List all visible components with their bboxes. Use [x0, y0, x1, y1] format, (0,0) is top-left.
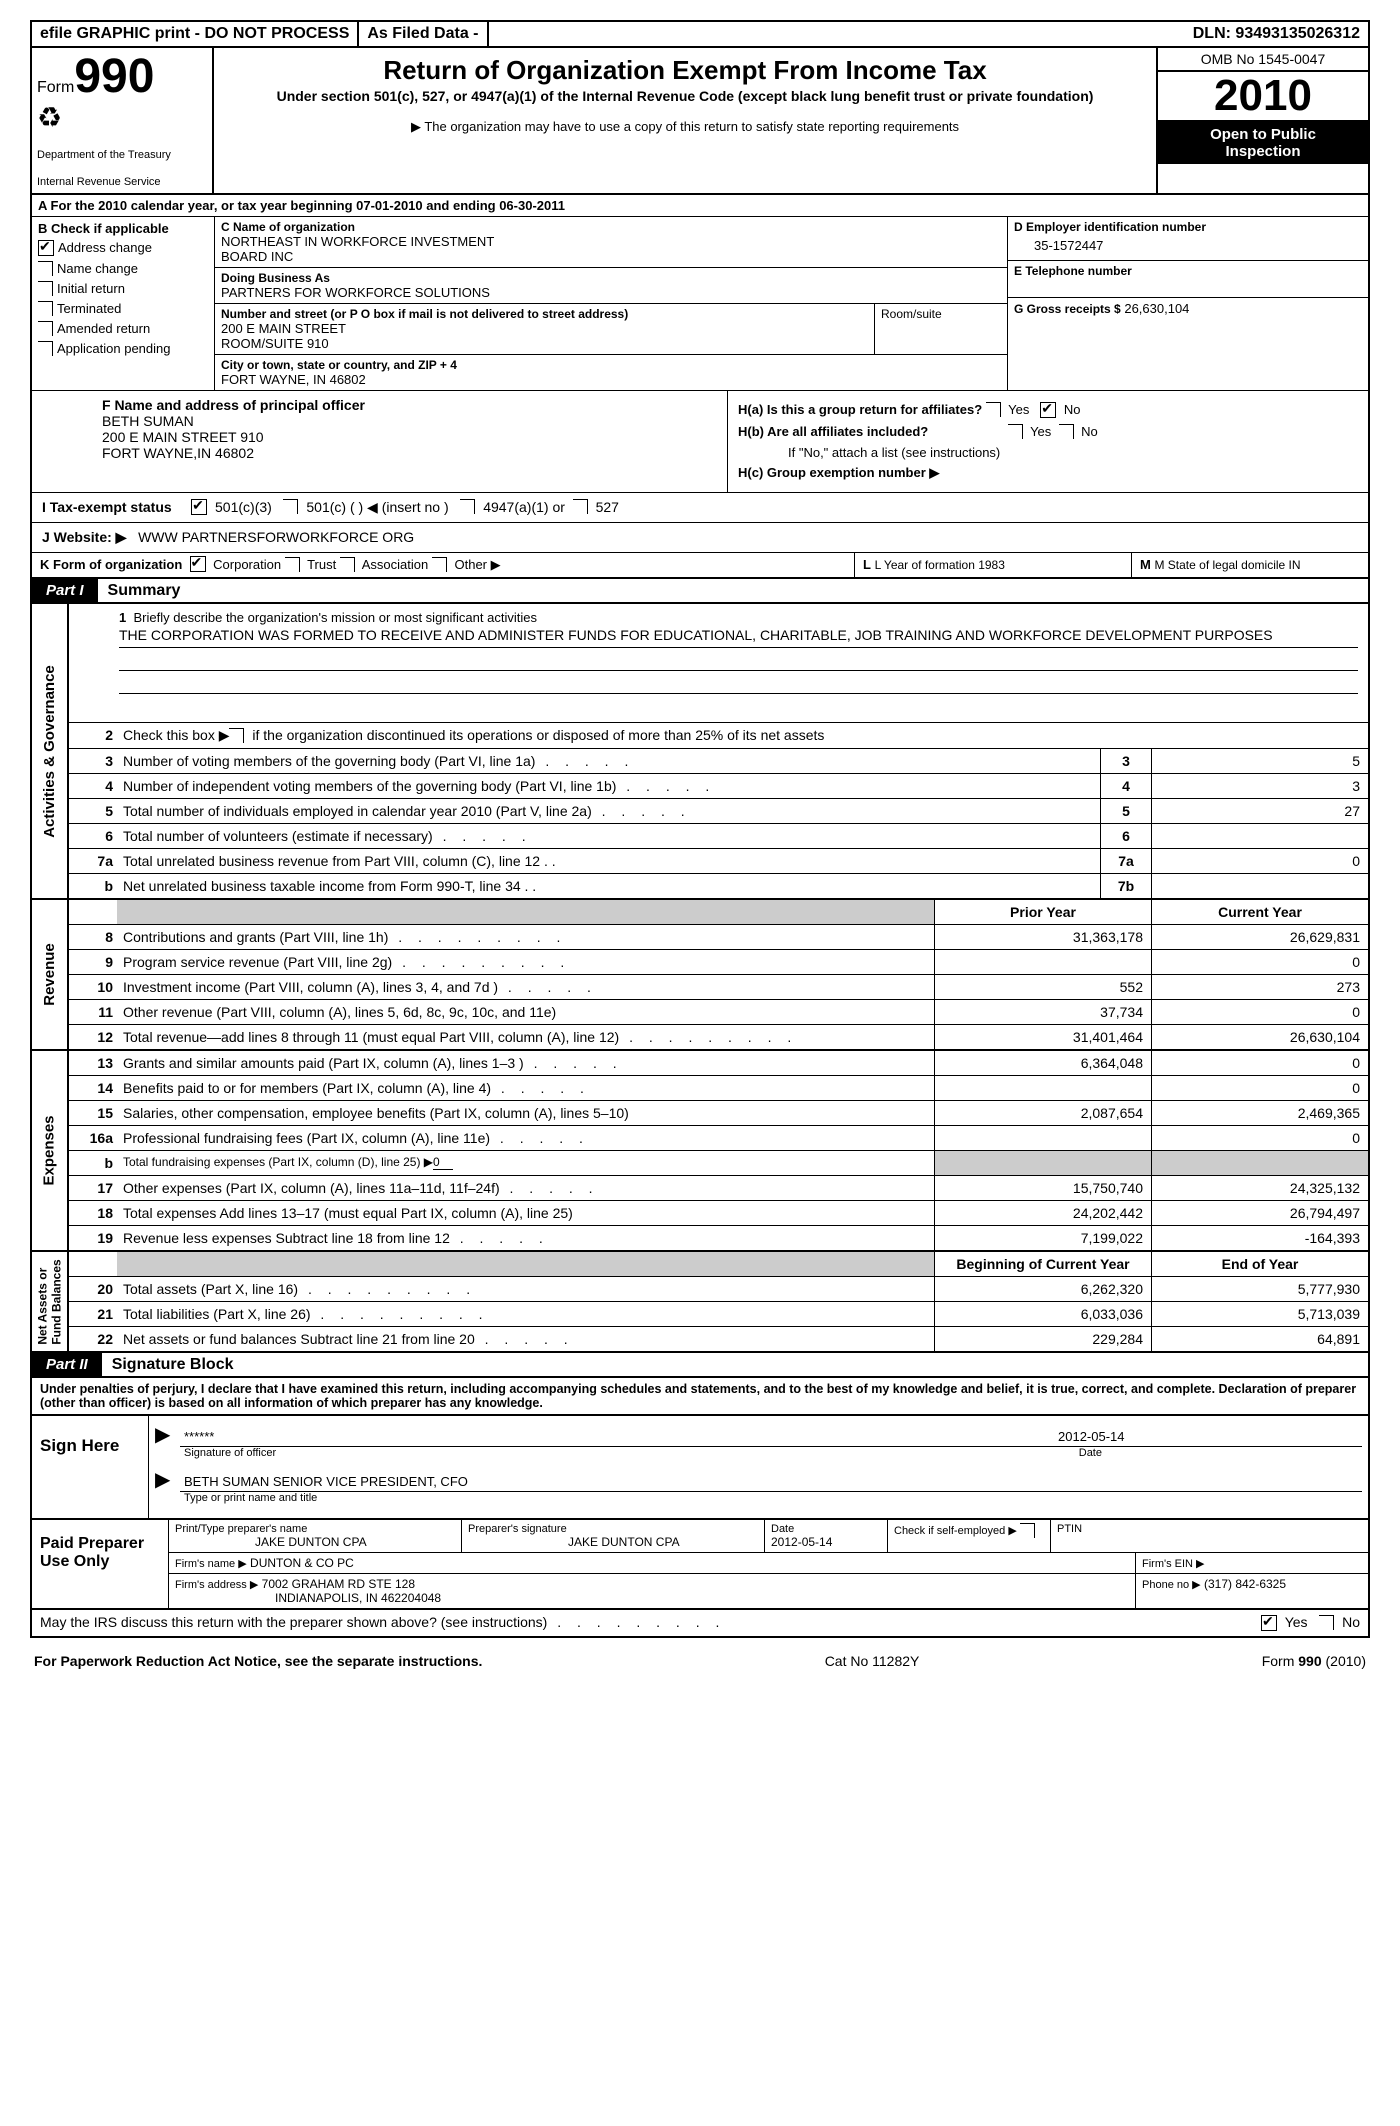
section-revenue: Revenue Prior YearCurrent Year 8Contribu… — [30, 900, 1370, 1051]
checkbox-ha-yes[interactable] — [986, 402, 1001, 417]
tax-year: 2010 — [1158, 72, 1368, 122]
inspection-notice: Open to Public Inspection — [1158, 122, 1368, 164]
page-footer: For Paperwork Reduction Act Notice, see … — [30, 1638, 1370, 1673]
form-title: Return of Organization Exempt From Incom… — [229, 55, 1141, 86]
line-j: J Website: ▶ WWW PARTNERSFORWORKFORCE OR… — [30, 523, 1370, 553]
checkbox-terminated[interactable] — [38, 301, 53, 316]
checkbox-501c[interactable] — [283, 499, 298, 514]
checkbox-discuss-yes[interactable] — [1261, 1615, 1277, 1631]
part2-header: Part II Signature Block — [30, 1353, 1370, 1378]
column-b: B Check if applicable Address change Nam… — [32, 217, 215, 390]
checkbox-4947[interactable] — [460, 499, 475, 514]
checkbox-hb-yes[interactable] — [1008, 424, 1023, 439]
dept-treasury: Department of the Treasury — [37, 149, 207, 161]
preparer-area: Paid Preparer Use Only Print/Type prepar… — [30, 1520, 1370, 1610]
section-bcd: B Check if applicable Address change Nam… — [30, 217, 1370, 391]
checkbox-amended[interactable] — [38, 321, 53, 336]
checkbox-initial-return[interactable] — [38, 281, 53, 296]
form-note: ▶ The organization may have to use a cop… — [229, 119, 1141, 135]
omb-number: OMB No 1545-0047 — [1158, 48, 1368, 72]
arrow-icon: ▶ — [155, 1422, 180, 1447]
as-filed: As Filed Data - — [359, 22, 488, 46]
recycle-icon: ♻ — [37, 101, 207, 134]
section-fh: F Name and address of principal officer … — [30, 391, 1370, 493]
checkbox-discontinued[interactable] — [229, 728, 244, 743]
checkbox-self-employed[interactable] — [1020, 1523, 1035, 1538]
section-net-assets: Net Assets or Fund Balances Beginning of… — [30, 1252, 1370, 1353]
form-word: Form — [37, 79, 74, 97]
block-h: H(a) Is this a group return for affiliat… — [727, 391, 1368, 492]
checkbox-ha-no[interactable] — [1040, 402, 1056, 418]
efile-notice: efile GRAPHIC print - DO NOT PROCESS — [32, 22, 359, 46]
sign-area: Sign Here ▶ ****** 2012-05-14 Signature … — [30, 1416, 1370, 1520]
checkbox-trust[interactable] — [285, 557, 300, 572]
checkbox-app-pending[interactable] — [38, 341, 53, 356]
checkbox-other[interactable] — [432, 557, 447, 572]
checkbox-527[interactable] — [573, 499, 588, 514]
discuss-line: May the IRS discuss this return with the… — [30, 1610, 1370, 1637]
form-header: Form 990 ♻ Department of the Treasury In… — [30, 48, 1370, 195]
form-subtitle: Under section 501(c), 527, or 4947(a)(1)… — [229, 88, 1141, 104]
top-bar: efile GRAPHIC print - DO NOT PROCESS As … — [30, 20, 1370, 48]
line-i: I Tax-exempt status 501(c)(3) 501(c) ( )… — [30, 493, 1370, 523]
checkbox-hb-no[interactable] — [1059, 424, 1074, 439]
column-c: C Name of organization NORTHEAST IN WORK… — [215, 217, 1007, 390]
section-governance: Activities & Governance 1 Briefly descri… — [30, 604, 1370, 900]
checkbox-501c3[interactable] — [191, 499, 207, 515]
line-k: K Form of organization Corporation Trust… — [30, 553, 1370, 580]
checkbox-assoc[interactable] — [340, 557, 355, 572]
checkbox-discuss-no[interactable] — [1319, 1615, 1334, 1630]
column-d: D Employer identification number 35-1572… — [1007, 217, 1368, 390]
line-a: A For the 2010 calendar year, or tax yea… — [30, 195, 1370, 217]
dln: DLN: 93493135026312 — [1185, 22, 1368, 46]
form-number: 990 — [74, 53, 154, 101]
block-f: F Name and address of principal officer … — [32, 391, 727, 492]
checkbox-corp[interactable] — [190, 556, 206, 572]
line-1: 1 Briefly describe the organization's mi… — [69, 604, 1368, 723]
arrow-icon: ▶ — [155, 1467, 180, 1492]
checkbox-address-change[interactable] — [38, 240, 54, 256]
checkbox-name-change[interactable] — [38, 261, 53, 276]
perjury-statement: Under penalties of perjury, I declare th… — [30, 1378, 1370, 1416]
part1-header: Part I Summary — [30, 579, 1370, 604]
dept-irs: Internal Revenue Service — [37, 176, 207, 188]
room-suite: Room/suite — [874, 304, 1007, 354]
section-expenses: Expenses 13Grants and similar amounts pa… — [30, 1051, 1370, 1252]
